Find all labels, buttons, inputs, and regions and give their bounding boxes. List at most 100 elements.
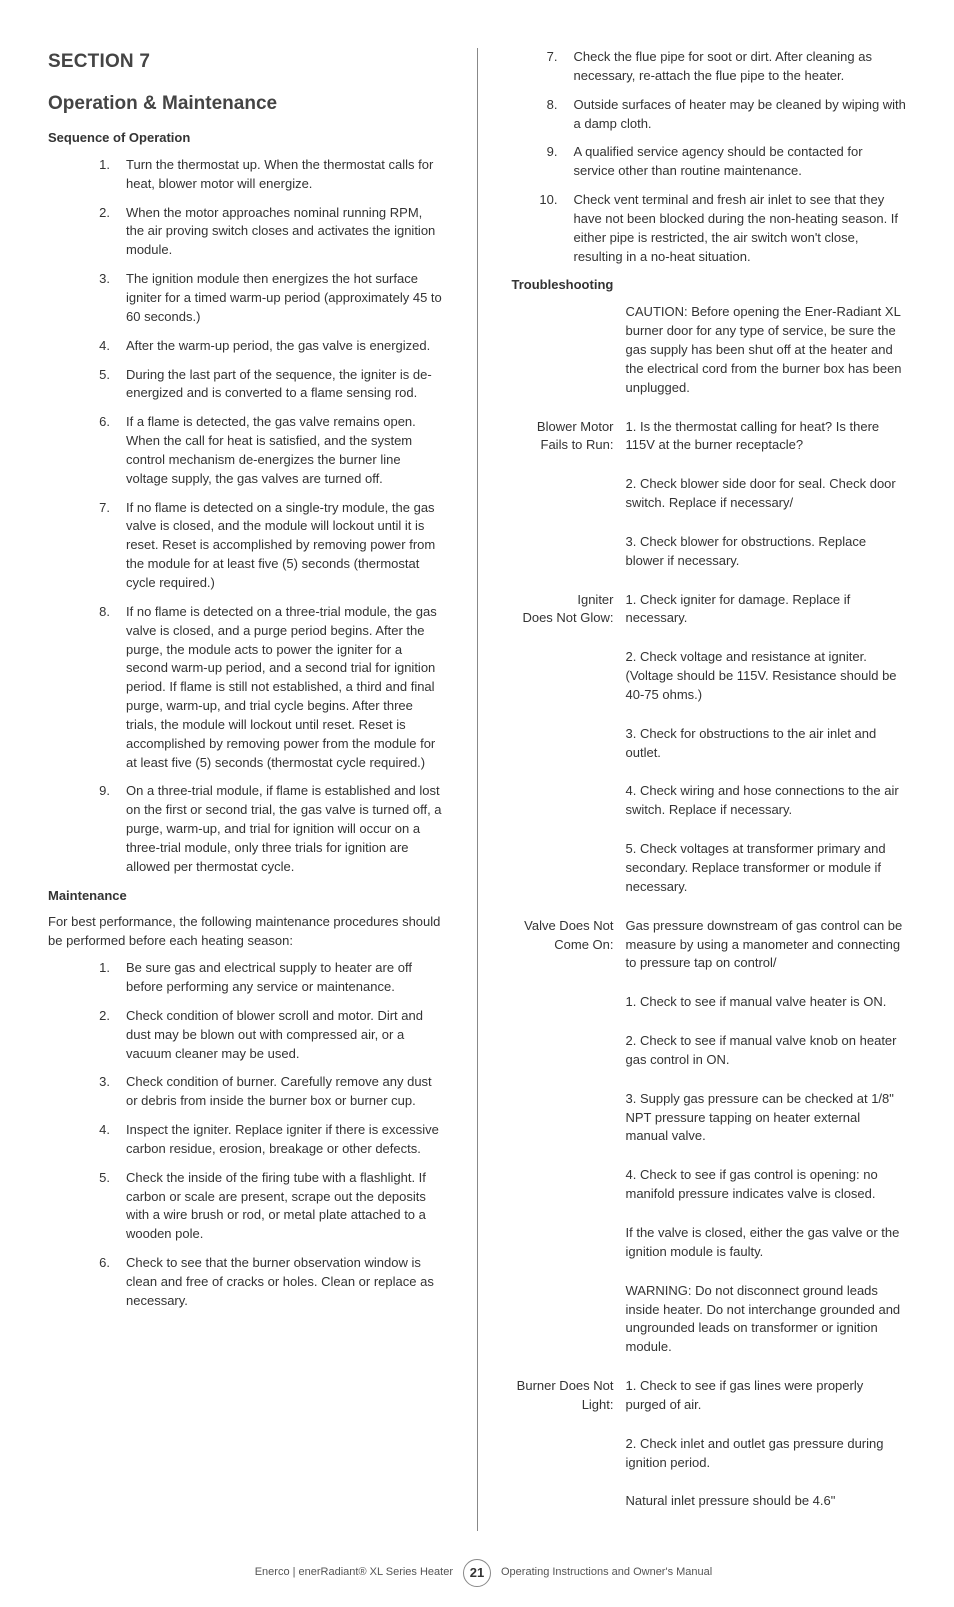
section-label: SECTION 7 (48, 48, 443, 76)
sequence-heading: Sequence of Operation (48, 129, 443, 148)
item-number: 5. (48, 366, 126, 404)
troubleshoot-label (512, 303, 626, 407)
list-item: 2.When the motor approaches nominal runn… (48, 204, 443, 261)
troubleshoot-row: 2. Check to see if manual valve knob on … (512, 1032, 907, 1080)
troubleshoot-row: 3. Supply gas pressure can be checked at… (512, 1090, 907, 1157)
item-text: Check condition of blower scroll and mot… (126, 1007, 443, 1064)
item-number: 9. (48, 782, 126, 876)
troubleshoot-row: If the valve is closed, either the gas v… (512, 1224, 907, 1272)
troubleshoot-content: 1. Check to see if gas lines were proper… (626, 1377, 907, 1425)
troubleshoot-text: 2. Check inlet and outlet gas pressure d… (626, 1435, 907, 1473)
maintenance-intro: For best performance, the following main… (48, 913, 443, 951)
maintenance-list-right: 7.Check the flue pipe for soot or dirt. … (512, 48, 907, 266)
item-text: Be sure gas and electrical supply to hea… (126, 959, 443, 997)
troubleshoot-content: 1. Check to see if manual valve heater i… (626, 993, 907, 1022)
troubleshoot-content: Gas pressure downstream of gas control c… (626, 917, 907, 984)
sequence-list: 1.Turn the thermostat up. When the therm… (48, 156, 443, 877)
troubleshoot-text: 2. Check voltage and resistance at ignit… (626, 648, 907, 705)
troubleshoot-label (512, 993, 626, 1022)
troubleshoot-text: CAUTION: Before opening the Ener-Radiant… (626, 303, 907, 397)
list-item: 9.A qualified service agency should be c… (512, 143, 907, 181)
item-text: The ignition module then energizes the h… (126, 270, 443, 327)
item-number: 6. (48, 413, 126, 488)
list-item: 5.During the last part of the sequence, … (48, 366, 443, 404)
item-number: 10. (512, 191, 574, 266)
troubleshoot-row: 2. Check blower side door for seal. Chec… (512, 475, 907, 523)
item-text: When the motor approaches nominal runnin… (126, 204, 443, 261)
item-number: 3. (48, 1073, 126, 1111)
troubleshoot-content: 1. Is the thermostat calling for heat? I… (626, 418, 907, 466)
page-footer: Enerco | enerRadiant® XL Series Heater 2… (48, 1559, 906, 1587)
troubleshoot-row: IgniterDoes Not Glow:1. Check igniter fo… (512, 591, 907, 639)
list-item: 3.Check condition of burner. Carefully r… (48, 1073, 443, 1111)
troubleshoot-content: 2. Check blower side door for seal. Chec… (626, 475, 907, 523)
troubleshoot-content: 2. Check inlet and outlet gas pressure d… (626, 1435, 907, 1483)
item-text: On a three-trial module, if flame is est… (126, 782, 443, 876)
troubleshoot-text: 4. Check wiring and hose connections to … (626, 782, 907, 820)
troubleshoot-content: CAUTION: Before opening the Ener-Radiant… (626, 303, 907, 407)
item-text: If no flame is detected on a single-try … (126, 499, 443, 593)
troubleshoot-row: Burner Does NotLight:1. Check to see if … (512, 1377, 907, 1425)
troubleshoot-text: 1. Is the thermostat calling for heat? I… (626, 418, 907, 456)
item-number: 6. (48, 1254, 126, 1311)
footer-left: Enerco | enerRadiant® XL Series Heater (48, 1565, 453, 1581)
list-item: 1.Turn the thermostat up. When the therm… (48, 156, 443, 194)
troubleshoot-label (512, 1032, 626, 1080)
list-item: 2.Check condition of blower scroll and m… (48, 1007, 443, 1064)
troubleshoot-text: Gas pressure downstream of gas control c… (626, 917, 907, 974)
list-item: 1.Be sure gas and electrical supply to h… (48, 959, 443, 997)
list-item: 4.After the warm-up period, the gas valv… (48, 337, 443, 356)
troubleshoot-content: 3. Supply gas pressure can be checked at… (626, 1090, 907, 1157)
list-item: 3.The ignition module then energizes the… (48, 270, 443, 327)
list-item: 6.If a flame is detected, the gas valve … (48, 413, 443, 488)
maintenance-heading: Maintenance (48, 887, 443, 906)
troubleshoot-text: 3. Check for obstructions to the air inl… (626, 725, 907, 763)
section-title: Operation & Maintenance (48, 90, 443, 118)
item-number: 3. (48, 270, 126, 327)
troubleshoot-text: 2. Check to see if manual valve knob on … (626, 1032, 907, 1070)
list-item: 5.Check the inside of the firing tube wi… (48, 1169, 443, 1244)
troubleshoot-label: IgniterDoes Not Glow: (512, 591, 626, 639)
item-text: If no flame is detected on a three-trial… (126, 603, 443, 773)
troubleshoot-content: Natural inlet pressure should be 4.6" (626, 1492, 907, 1521)
troubleshoot-label (512, 1090, 626, 1157)
troubleshoot-content: If the valve is closed, either the gas v… (626, 1224, 907, 1272)
troubleshoot-label (512, 1435, 626, 1483)
item-number: 4. (48, 337, 126, 356)
item-number: 8. (48, 603, 126, 773)
troubleshoot-text: 1. Check igniter for damage. Replace if … (626, 591, 907, 629)
item-number: 2. (48, 204, 126, 261)
troubleshoot-text: WARNING: Do not disconnect ground leads … (626, 1282, 907, 1357)
troubleshoot-content: WARNING: Do not disconnect ground leads … (626, 1282, 907, 1367)
troubleshoot-content: 4. Check wiring and hose connections to … (626, 782, 907, 830)
troubleshoot-text: 3. Supply gas pressure can be checked at… (626, 1090, 907, 1147)
item-text: Check the inside of the firing tube with… (126, 1169, 443, 1244)
troubleshoot-label (512, 533, 626, 581)
troubleshoot-row: 4. Check wiring and hose connections to … (512, 782, 907, 830)
list-item: 9.On a three-trial module, if flame is e… (48, 782, 443, 876)
troubleshooting-heading: Troubleshooting (512, 276, 907, 295)
troubleshoot-row: Valve Does NotCome On:Gas pressure downs… (512, 917, 907, 984)
item-number: 1. (48, 156, 126, 194)
list-item: 8.Outside surfaces of heater may be clea… (512, 96, 907, 134)
troubleshoot-label: Burner Does NotLight: (512, 1377, 626, 1425)
troubleshoot-label: Blower MotorFails to Run: (512, 418, 626, 466)
page-number: 21 (463, 1559, 491, 1587)
item-text: Outside surfaces of heater may be cleane… (574, 96, 907, 134)
item-number: 1. (48, 959, 126, 997)
troubleshoot-label (512, 475, 626, 523)
troubleshoot-content: 4. Check to see if gas control is openin… (626, 1166, 907, 1214)
item-text: During the last part of the sequence, th… (126, 366, 443, 404)
item-number: 8. (512, 96, 574, 134)
item-text: Turn the thermostat up. When the thermos… (126, 156, 443, 194)
troubleshoot-text: If the valve is closed, either the gas v… (626, 1224, 907, 1262)
list-item: 6.Check to see that the burner observati… (48, 1254, 443, 1311)
troubleshoot-text: 1. Check to see if gas lines were proper… (626, 1377, 907, 1415)
troubleshoot-row: 5. Check voltages at transformer primary… (512, 840, 907, 907)
troubleshoot-text: 2. Check blower side door for seal. Chec… (626, 475, 907, 513)
troubleshoot-row: CAUTION: Before opening the Ener-Radiant… (512, 303, 907, 407)
troubleshoot-row: 3. Check blower for obstructions. Replac… (512, 533, 907, 581)
troubleshoot-content: 1. Check igniter for damage. Replace if … (626, 591, 907, 639)
troubleshoot-label (512, 1492, 626, 1521)
troubleshoot-label (512, 782, 626, 830)
